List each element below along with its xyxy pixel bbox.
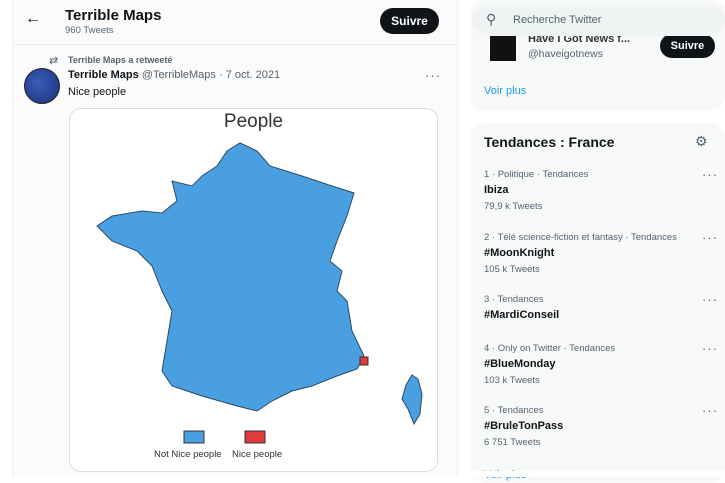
account-name[interactable]: Have I Got News f... [528,33,631,45]
trend-more-icon[interactable]: ··· [702,341,718,356]
trend-item[interactable]: 2 · Télé science-fiction et fantasy · Te… [484,232,677,275]
trends-card: Tendances : France ⚙ 1 · Politique · Ten… [470,123,725,483]
trend-item[interactable]: 5 · Tendances #BruleTonPass 6 751 Tweets [484,405,564,448]
show-more-link[interactable]: Voir plus [484,85,527,97]
trend-more-icon[interactable]: ··· [702,292,718,307]
trend-item[interactable]: 4 · Only on Twitter · Tendances #BlueMond… [484,343,616,386]
tweet-handle-date[interactable]: @TerribleMaps · 7 oct. 2021 [141,69,281,81]
legend-swatch-nice [244,430,266,444]
tweet-text: Nice people [68,86,127,98]
follow-button[interactable]: Suivre [380,8,439,34]
retweet-label: Terrible Maps a retweeté [68,55,173,65]
account-handle: @haveigotnews [528,48,603,60]
avatar[interactable] [24,68,60,104]
follow-account-button[interactable]: Suivre [660,34,715,58]
nice-marker [359,356,369,366]
back-arrow-icon[interactable]: ← [25,10,41,27]
bottom-edge [465,471,725,477]
trend-more-icon[interactable]: ··· [702,230,718,245]
trends-title: Tendances : France [484,134,615,150]
corsica [401,374,423,426]
more-icon[interactable]: ··· [425,68,441,83]
tweet-image[interactable]: People Not Nice people Nice people [69,108,438,472]
trend-more-icon[interactable]: ··· [702,167,718,182]
tweet-count: 960 Tweets [65,25,114,36]
settings-gear-icon[interactable]: ⚙ [695,133,708,149]
retweet-icon: ⇄ [49,55,59,67]
search-bar[interactable]: ⚲ Recherche Twitter [472,5,725,36]
account-avatar[interactable] [490,31,516,61]
tweet-author[interactable]: Terrible Maps [68,69,139,81]
france-mainland [96,142,365,412]
legend-swatch-not-nice [183,430,205,444]
legend-label-not-nice: Not Nice people [154,449,222,460]
timeline-column: ← Terrible Maps 960 Tweets Suivre ⇄ Terr… [12,0,459,477]
search-icon: ⚲ [486,11,497,27]
map-title: People [223,111,284,132]
page-title: Terrible Maps [65,7,162,24]
trend-item[interactable]: 3 · Tendances #MardiConseil [484,294,560,321]
search-input[interactable]: Recherche Twitter [513,14,602,26]
legend-label-nice: Nice people [232,449,283,460]
divider [13,44,459,45]
france-map [96,142,423,444]
who-to-follow-card: Have I Got News f... @haveigotnews Suivr… [470,0,725,110]
trend-more-icon[interactable]: ··· [702,403,718,418]
trend-item[interactable]: 1 · Politique · Tendances Ibiza 79,9 k Twe… [484,169,589,212]
